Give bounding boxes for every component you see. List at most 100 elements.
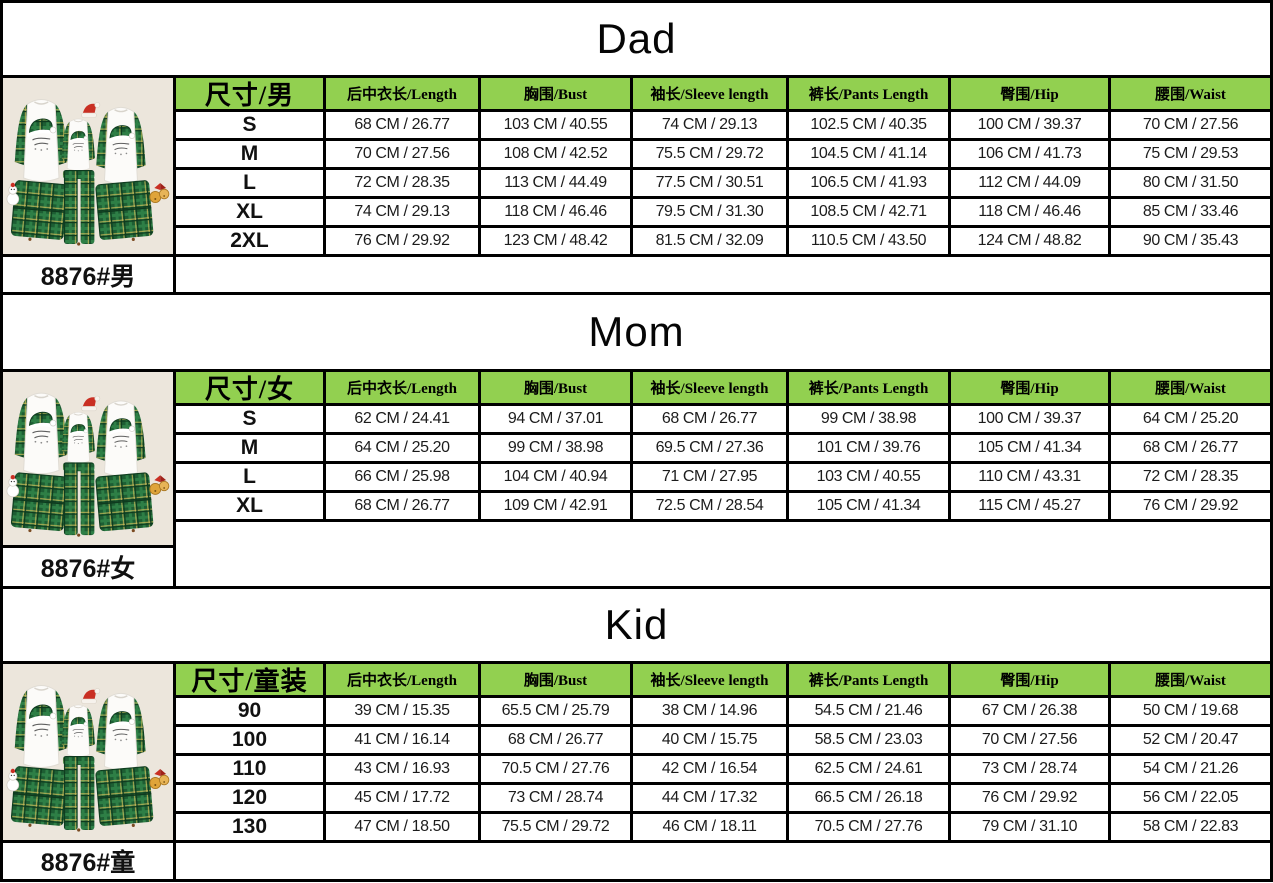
- measurement-value: 104 CM / 40.94: [478, 461, 630, 490]
- measurement-value: 74 CM / 29.13: [323, 196, 478, 225]
- measurement-value: 103 CM / 40.55: [786, 461, 948, 490]
- measurement-value: 103 CM / 40.55: [478, 109, 630, 138]
- measurement-value: 99 CM / 38.98: [786, 403, 948, 432]
- measurement-value: 47 CM / 18.50: [323, 811, 478, 840]
- measurement-value: 50 CM / 19.68: [1108, 695, 1270, 724]
- size-label: 120: [173, 782, 323, 811]
- size-label: S: [173, 403, 323, 432]
- size-label: XL: [173, 490, 323, 519]
- measurement-value: 45 CM / 17.72: [323, 782, 478, 811]
- product-photo: [3, 78, 173, 254]
- measurement-value: 108.5 CM / 42.71: [786, 196, 948, 225]
- size-column-header: 尺寸/童装: [173, 664, 323, 695]
- measurement-value: 100 CM / 39.37: [948, 109, 1108, 138]
- measurement-value: 72 CM / 28.35: [1108, 461, 1270, 490]
- measurement-value: 56 CM / 22.05: [1108, 782, 1270, 811]
- measurement-value: 100 CM / 39.37: [948, 403, 1108, 432]
- column-header: 袖长/Sleeve length: [630, 664, 786, 695]
- measurement-value: 109 CM / 42.91: [478, 490, 630, 519]
- measurement-value: 66.5 CM / 26.18: [786, 782, 948, 811]
- column-header: 腰围/Waist: [1108, 664, 1270, 695]
- column-header: 裤长/Pants Length: [786, 372, 948, 403]
- section-mom: Mom 尺寸/女 后中衣长/Length 胸围/Bust 袖长/Sleeve leng…: [0, 292, 1273, 589]
- size-label: 110: [173, 753, 323, 782]
- product-photo-cell: [3, 78, 173, 254]
- product-photo: [3, 664, 173, 840]
- measurement-value: 38 CM / 14.96: [630, 695, 786, 724]
- measurement-value: 85 CM / 33.46: [1108, 196, 1270, 225]
- column-header: 臀围/Hip: [948, 78, 1108, 109]
- measurement-value: 72 CM / 28.35: [323, 167, 478, 196]
- column-header: 胸围/Bust: [478, 78, 630, 109]
- measurement-value: 115 CM / 45.27: [948, 490, 1108, 519]
- section-title: Kid: [604, 601, 669, 648]
- product-photo-cell: [3, 372, 173, 545]
- column-header: 臀围/Hip: [948, 664, 1108, 695]
- column-header: 臀围/Hip: [948, 372, 1108, 403]
- measurement-value: 44 CM / 17.32: [630, 782, 786, 811]
- column-header: 胸围/Bust: [478, 372, 630, 403]
- size-label: 130: [173, 811, 323, 840]
- measurement-value: 94 CM / 37.01: [478, 403, 630, 432]
- measurement-value: 68 CM / 26.77: [1108, 432, 1270, 461]
- measurement-value: 64 CM / 25.20: [1108, 403, 1270, 432]
- size-label: L: [173, 167, 323, 196]
- measurement-value: 39 CM / 15.35: [323, 695, 478, 724]
- size-table: 尺寸/女 后中衣长/Length 胸围/Bust 袖长/Sleeve length 裤长…: [3, 372, 1270, 586]
- empty-spacer-cell: [173, 519, 1270, 586]
- measurement-value: 70.5 CM / 27.76: [478, 753, 630, 782]
- size-table: 尺寸/男 后中衣长/Length 胸围/Bust 袖长/Sleeve length 裤长…: [3, 78, 1270, 292]
- size-label: M: [173, 432, 323, 461]
- measurement-value: 123 CM / 48.42: [478, 225, 630, 254]
- measurement-value: 105 CM / 41.34: [948, 432, 1108, 461]
- measurement-value: 81.5 CM / 32.09: [630, 225, 786, 254]
- measurement-value: 102.5 CM / 40.35: [786, 109, 948, 138]
- measurement-value: 52 CM / 20.47: [1108, 724, 1270, 753]
- column-header: 袖长/Sleeve length: [630, 78, 786, 109]
- column-header: 裤长/Pants Length: [786, 78, 948, 109]
- section-kid: Kid 尺寸/童装 后中衣长/Length 胸围/Bust 袖长/Sleeve len…: [0, 586, 1273, 882]
- measurement-value: 74 CM / 29.13: [630, 109, 786, 138]
- measurement-value: 62.5 CM / 24.61: [786, 753, 948, 782]
- measurement-value: 70.5 CM / 27.76: [786, 811, 948, 840]
- column-header: 裤长/Pants Length: [786, 664, 948, 695]
- footer-empty-cell: [173, 840, 1270, 879]
- measurement-value: 54.5 CM / 21.46: [786, 695, 948, 724]
- measurement-value: 43 CM / 16.93: [323, 753, 478, 782]
- measurement-value: 113 CM / 44.49: [478, 167, 630, 196]
- measurement-value: 79.5 CM / 31.30: [630, 196, 786, 225]
- measurement-value: 68 CM / 26.77: [323, 490, 478, 519]
- measurement-value: 101 CM / 39.76: [786, 432, 948, 461]
- measurement-value: 68 CM / 26.77: [630, 403, 786, 432]
- size-label: S: [173, 109, 323, 138]
- column-header: 后中衣长/Length: [323, 664, 478, 695]
- measurement-value: 105 CM / 41.34: [786, 490, 948, 519]
- measurement-value: 77.5 CM / 30.51: [630, 167, 786, 196]
- measurement-value: 124 CM / 48.82: [948, 225, 1108, 254]
- footer-empty-cell: [173, 254, 1270, 292]
- measurement-value: 112 CM / 44.09: [948, 167, 1108, 196]
- size-column-header: 尺寸/男: [173, 78, 323, 109]
- product-code: 8876#童: [3, 840, 173, 879]
- section-title: Mom: [588, 308, 685, 355]
- column-header: 腰围/Waist: [1108, 372, 1270, 403]
- measurement-value: 75.5 CM / 29.72: [478, 811, 630, 840]
- column-header: 后中衣长/Length: [323, 78, 478, 109]
- measurement-value: 70 CM / 27.56: [323, 138, 478, 167]
- size-column-header: 尺寸/女: [173, 372, 323, 403]
- product-code: 8876#男: [3, 254, 173, 292]
- measurement-value: 64 CM / 25.20: [323, 432, 478, 461]
- measurement-value: 99 CM / 38.98: [478, 432, 630, 461]
- measurement-value: 80 CM / 31.50: [1108, 167, 1270, 196]
- column-header: 后中衣长/Length: [323, 372, 478, 403]
- section-dad: Dad 尺寸/男 后中衣长/Length 胸围/Bust 袖长/Sleeve leng…: [0, 0, 1273, 295]
- measurement-value: 42 CM / 16.54: [630, 753, 786, 782]
- column-header: 胸围/Bust: [478, 664, 630, 695]
- measurement-value: 66 CM / 25.98: [323, 461, 478, 490]
- measurement-value: 76 CM / 29.92: [948, 782, 1108, 811]
- section-title-band: Dad: [3, 3, 1270, 78]
- measurement-value: 67 CM / 26.38: [948, 695, 1108, 724]
- measurement-value: 65.5 CM / 25.79: [478, 695, 630, 724]
- measurement-value: 76 CM / 29.92: [1108, 490, 1270, 519]
